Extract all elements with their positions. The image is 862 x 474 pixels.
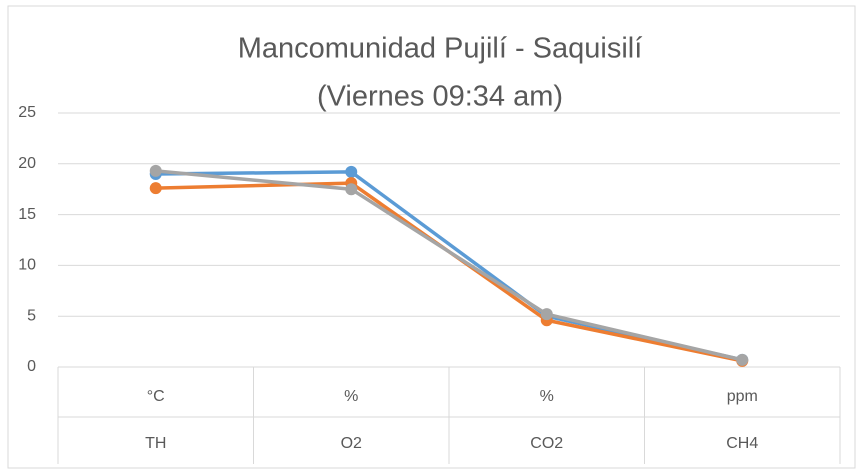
x-tick-unit: % bbox=[344, 388, 358, 405]
y-tick-label: 15 bbox=[18, 206, 36, 223]
chart-title: (Viernes 09:34 am) bbox=[317, 81, 563, 113]
chart-title: Mancomunidad Pujilí - Saquisilí bbox=[238, 33, 643, 65]
point-marker bbox=[540, 308, 553, 321]
x-tick-unit: % bbox=[540, 388, 554, 405]
point-marker bbox=[149, 164, 162, 177]
x-tick-label: O2 bbox=[341, 435, 362, 452]
y-tick-label: 5 bbox=[27, 307, 36, 324]
x-tick-unit: ppm bbox=[727, 388, 758, 405]
series-line bbox=[155, 169, 743, 362]
chart-border bbox=[7, 5, 856, 469]
x-tick-label: CH4 bbox=[726, 435, 758, 452]
point-marker bbox=[736, 353, 749, 366]
x-tick-label: TH bbox=[145, 435, 166, 452]
y-tick-label: 25 bbox=[18, 104, 36, 121]
x-tick-unit: °C bbox=[147, 388, 165, 405]
point-marker bbox=[345, 183, 358, 196]
x-tick-label: CO2 bbox=[530, 435, 563, 452]
y-tick-label: 10 bbox=[18, 257, 36, 274]
point-marker bbox=[149, 182, 162, 195]
point-marker bbox=[345, 165, 358, 178]
y-tick-label: 0 bbox=[27, 358, 36, 375]
y-tick-label: 20 bbox=[18, 155, 36, 172]
